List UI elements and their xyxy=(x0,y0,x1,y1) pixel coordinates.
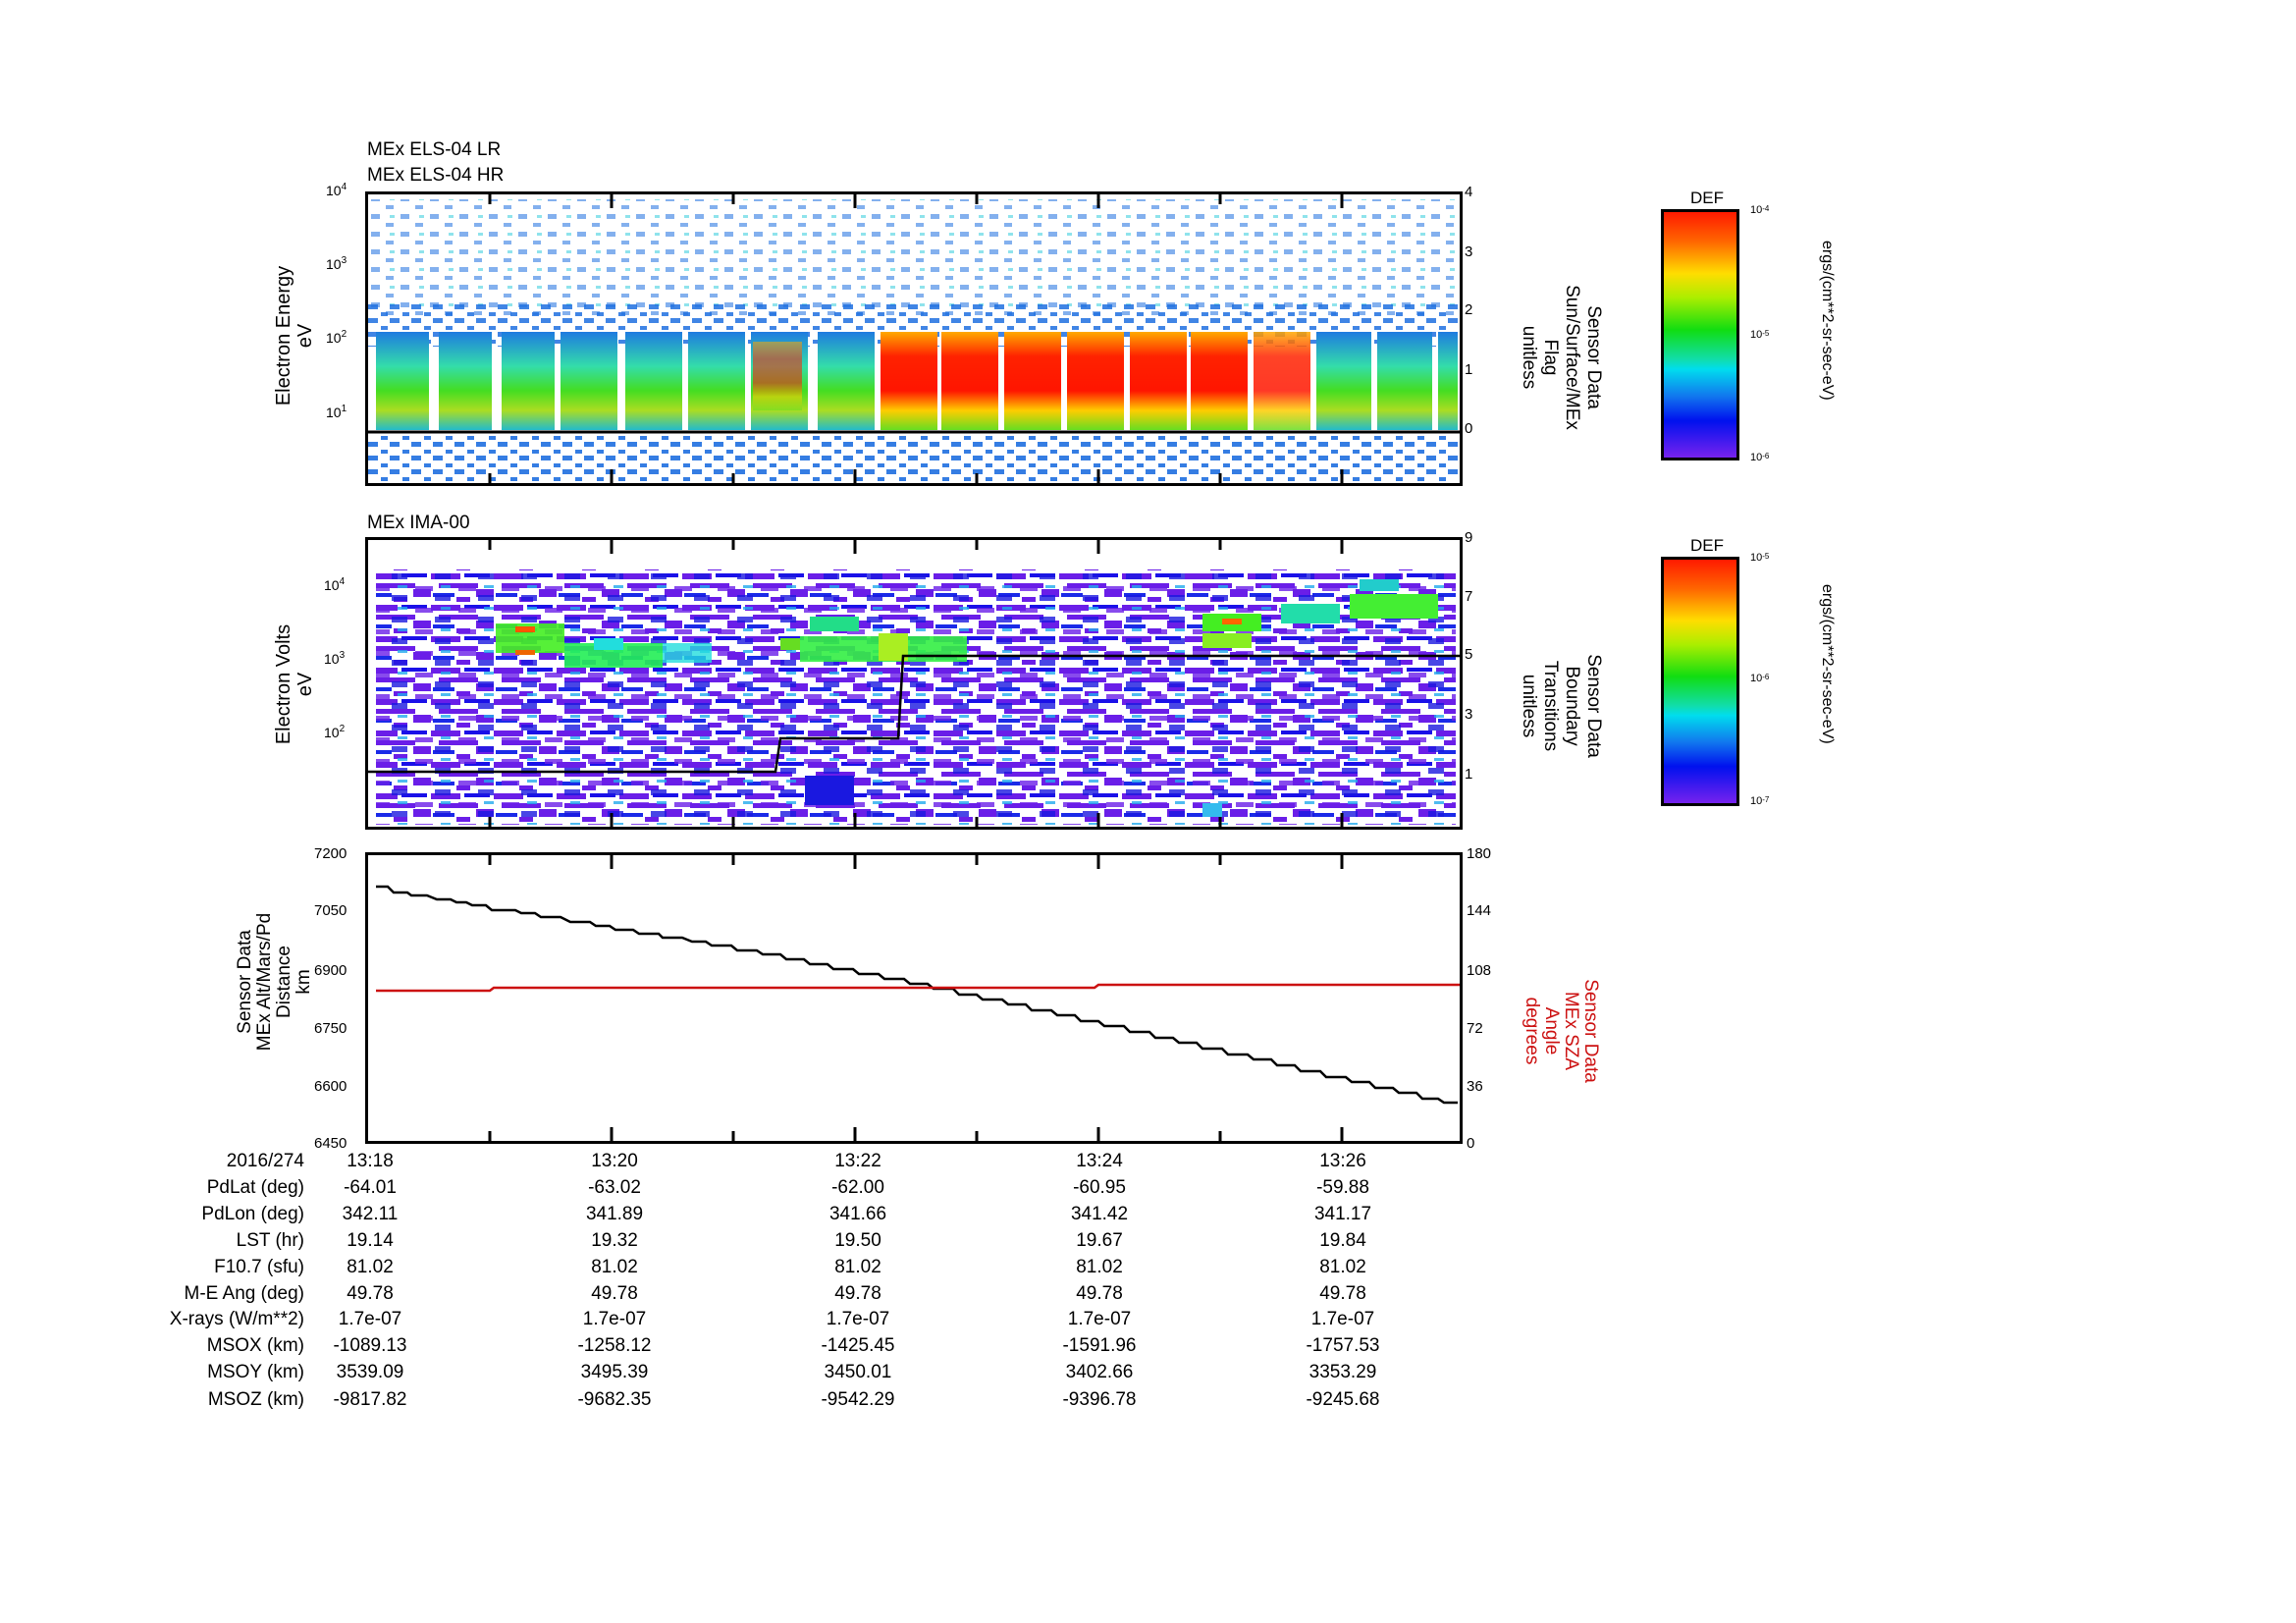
ima-spectrogram xyxy=(365,537,1463,830)
time-label: 13:24 xyxy=(1076,1151,1123,1171)
els-ytick-1e1: 101 xyxy=(326,404,347,420)
ima-rtick-1: 1 xyxy=(1465,766,1473,783)
ima-rtick-3: 3 xyxy=(1465,706,1473,723)
orbit-rtick-108: 108 xyxy=(1467,962,1492,979)
els-title-line-2: MEx ELS-04 HR xyxy=(367,165,505,186)
ima-ytick-1e2: 102 xyxy=(324,724,346,740)
els-ytick-1e3: 103 xyxy=(326,255,347,272)
time-label: 13:20 xyxy=(591,1151,638,1171)
orbit-rtick-36: 36 xyxy=(1467,1078,1483,1095)
orbit-ytick-6450: 6450 xyxy=(314,1135,347,1152)
orbit-ytick-7050: 7050 xyxy=(314,902,347,919)
ima-ytick-1e4: 104 xyxy=(324,576,346,593)
els-ytick-1e4: 104 xyxy=(326,182,347,198)
orbit-plot-canvas xyxy=(376,855,1460,1141)
ima-title: MEx IMA-00 xyxy=(367,513,470,533)
els-title-line-1: MEx ELS-04 LR xyxy=(367,139,502,160)
ima-ytick-1e3: 103 xyxy=(324,650,346,667)
els-colorbar-unit: ergs/(cm**2-sr-sec-eV) xyxy=(1819,241,1836,401)
sza-line xyxy=(376,983,1460,993)
els-colorbar-title: DEF xyxy=(1690,189,1724,207)
els-rtick-0: 0 xyxy=(1465,420,1473,437)
els-energy-bands xyxy=(376,332,1458,430)
orbit-ylabel: Sensor Data MEx Alt/Mars/Pd Distance km xyxy=(235,912,314,1052)
orbit-rtick-144: 144 xyxy=(1467,902,1492,919)
els-rtick-4: 4 xyxy=(1465,184,1473,200)
ima-rtick-5: 5 xyxy=(1465,646,1473,663)
els-rtick-1: 1 xyxy=(1465,361,1473,378)
ima-ylabel: Electron Volts eV xyxy=(273,623,316,745)
els-spectrogram xyxy=(365,191,1463,486)
time-label: 13:18 xyxy=(347,1151,394,1171)
orbit-rtick-180: 180 xyxy=(1467,845,1492,862)
els-rtick-2: 2 xyxy=(1465,301,1473,318)
ima-colorbar-title: DEF xyxy=(1690,536,1724,555)
date-label: 2016/274 xyxy=(226,1151,304,1171)
orbit-ytick-7200: 7200 xyxy=(314,845,347,862)
ima-rtick-9: 9 xyxy=(1465,529,1473,546)
els-rtick-3: 3 xyxy=(1465,243,1473,260)
orbit-right-ylabel: Sensor Data MEx SZA Angle degrees xyxy=(1522,979,1601,1083)
els-ylabel: Electron Energy eV xyxy=(273,265,316,406)
ima-colorbar-mid-label: 10-6 xyxy=(1750,673,1770,684)
ima-enhanced-flux xyxy=(496,579,1438,817)
orbit-rtick-72: 72 xyxy=(1467,1020,1483,1037)
ima-colorbar-bottom-label: 10-7 xyxy=(1750,795,1770,807)
els-colorbar-mid-label: 10-5 xyxy=(1750,329,1770,341)
ima-rtick-7: 7 xyxy=(1465,588,1473,605)
els-spectrogram-canvas xyxy=(368,194,1460,483)
els-right-ylabel: Sensor Data Sun/Surface/MEx Flag unitles… xyxy=(1519,285,1604,430)
els-colorbar xyxy=(1661,209,1739,460)
orbit-ytick-6750: 6750 xyxy=(314,1020,347,1037)
ima-right-ylabel: Sensor Data Boundary Transitions unitles… xyxy=(1519,654,1604,758)
time-label: 13:26 xyxy=(1319,1151,1366,1171)
els-colorbar-top-label: 10-4 xyxy=(1750,204,1770,216)
els-colorbar-bottom-label: 10-6 xyxy=(1750,452,1770,463)
orbit-ytick-6900: 6900 xyxy=(314,962,347,979)
time-label: 13:22 xyxy=(834,1151,881,1171)
ima-boundary-line xyxy=(368,654,1460,774)
ima-colorbar xyxy=(1661,557,1739,806)
orbit-plot xyxy=(365,852,1463,1144)
orbit-rtick-0: 0 xyxy=(1467,1135,1475,1152)
distance-line xyxy=(376,885,1458,1105)
time-row: 2016/274 13:18 13:20 13:22 13:24 13:26 xyxy=(0,1151,1472,1174)
ima-colorbar-unit: ergs/(cm**2-sr-sec-eV) xyxy=(1819,584,1836,744)
ima-spectrogram-canvas xyxy=(368,540,1460,827)
ima-colorbar-top-label: 10-5 xyxy=(1750,552,1770,564)
orbit-ytick-6600: 6600 xyxy=(314,1078,347,1095)
els-ytick-1e2: 102 xyxy=(326,329,347,346)
